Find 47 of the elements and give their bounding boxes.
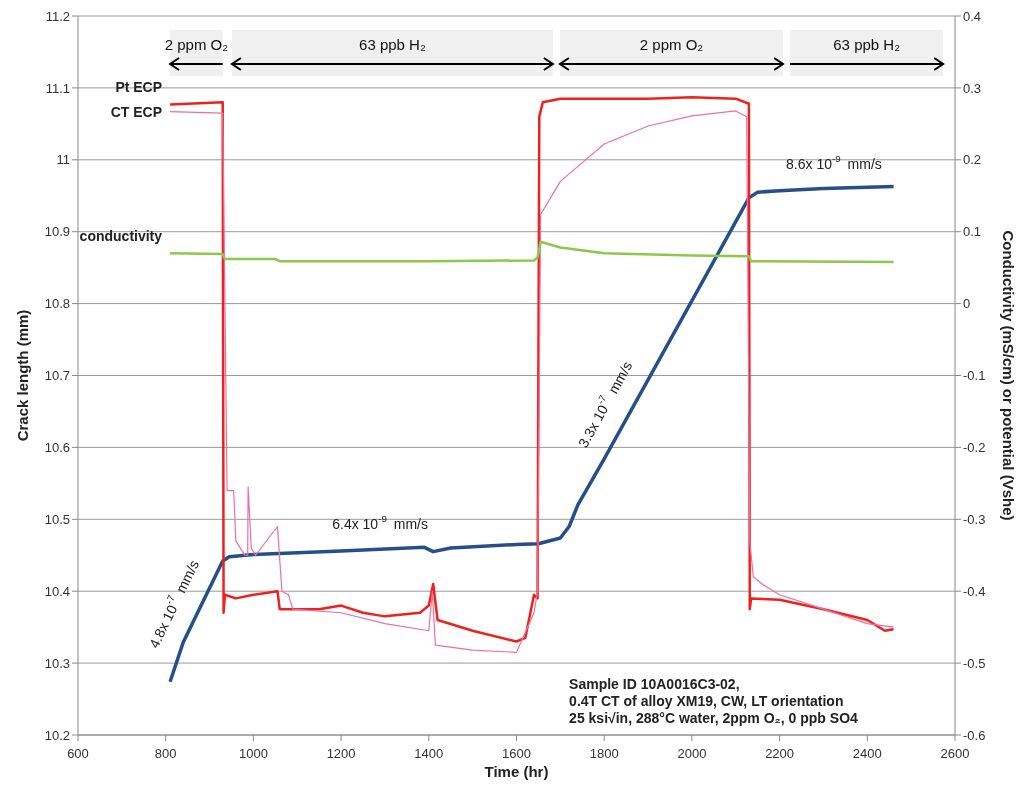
- x-tick-label: 800: [154, 746, 177, 762]
- series-label: CT ECP: [110, 103, 163, 120]
- y-tick-label: 10.7: [44, 368, 70, 384]
- y2-tick-label: 0.3: [963, 80, 982, 96]
- annotation: 6.4x 10$^{-9}$ mm/s: [332, 513, 429, 533]
- x-tick-label: 1600: [502, 746, 531, 762]
- y-axis-title: Crack length (mm): [13, 309, 31, 442]
- x-tick-label: 2600: [940, 746, 970, 762]
- x-tick-label: 1400: [414, 746, 444, 762]
- series-label: Pt ECP: [115, 79, 163, 96]
- series-label: conductivity: [79, 228, 163, 245]
- y-tick-label: 11.2: [45, 8, 70, 24]
- band-label: 63 ppb H₂: [359, 36, 426, 53]
- y2-tick-label: 0.1: [963, 224, 982, 240]
- y-tick-label: 10.3: [44, 655, 70, 671]
- line-series: [168, 240, 895, 264]
- x-tick-label: 2000: [677, 746, 707, 762]
- x-axis-title: Time (hr): [484, 763, 549, 780]
- y-tick-label: 10.6: [44, 440, 70, 456]
- x-tick-label: 1000: [238, 746, 268, 762]
- y2-tick-label: -0.4: [963, 583, 986, 599]
- annotation: 8.6x 10$^{-9}$ mm/s: [786, 152, 882, 172]
- y2-tick-label: -0.5: [963, 655, 986, 671]
- y2-tick-label: -0.1: [963, 368, 986, 384]
- band-label: 2 ppm O₂: [639, 36, 704, 53]
- x-tick-label: 600: [67, 746, 89, 762]
- x-tick-label: 1800: [589, 746, 619, 762]
- y-tick-label: 11: [56, 152, 70, 168]
- y2-tick-label: -0.3: [963, 511, 986, 527]
- band-label: 2 ppm O₂: [164, 36, 229, 53]
- y2-tick-label: -0.2: [963, 440, 986, 456]
- y2-axis-title: Conductivity (mS/cm) or potential (Vshe): [1000, 230, 1018, 521]
- annotation: Sample ID 10A0016C3-02, 0.4T CT of alloy XM19, CW, LT orientation 25 ksi√in, 288°C water, 2ppm O₂, 0 ppb SO4: [569, 676, 859, 726]
- x-tick-label: 2400: [852, 746, 882, 762]
- x-tick-label: 1200: [326, 746, 356, 762]
- y2-tick-label: -0.6: [963, 727, 986, 743]
- y-tick-label: 10.9: [44, 224, 70, 240]
- y2-tick-label: 0.4: [963, 8, 982, 24]
- y-tick-label: 11.1: [45, 80, 70, 96]
- y2-tick-label: 0: [963, 296, 971, 312]
- x-tick-label: 2200: [765, 746, 795, 762]
- y-tick-label: 10.8: [44, 296, 70, 312]
- y2-tick-label: 0.2: [963, 152, 982, 168]
- band-label: 63 ppb H₂: [833, 36, 901, 53]
- y-tick-label: 10.5: [44, 511, 70, 527]
- y-tick-label: 10.2: [44, 727, 70, 743]
- y-tick-label: 10.4: [44, 583, 70, 599]
